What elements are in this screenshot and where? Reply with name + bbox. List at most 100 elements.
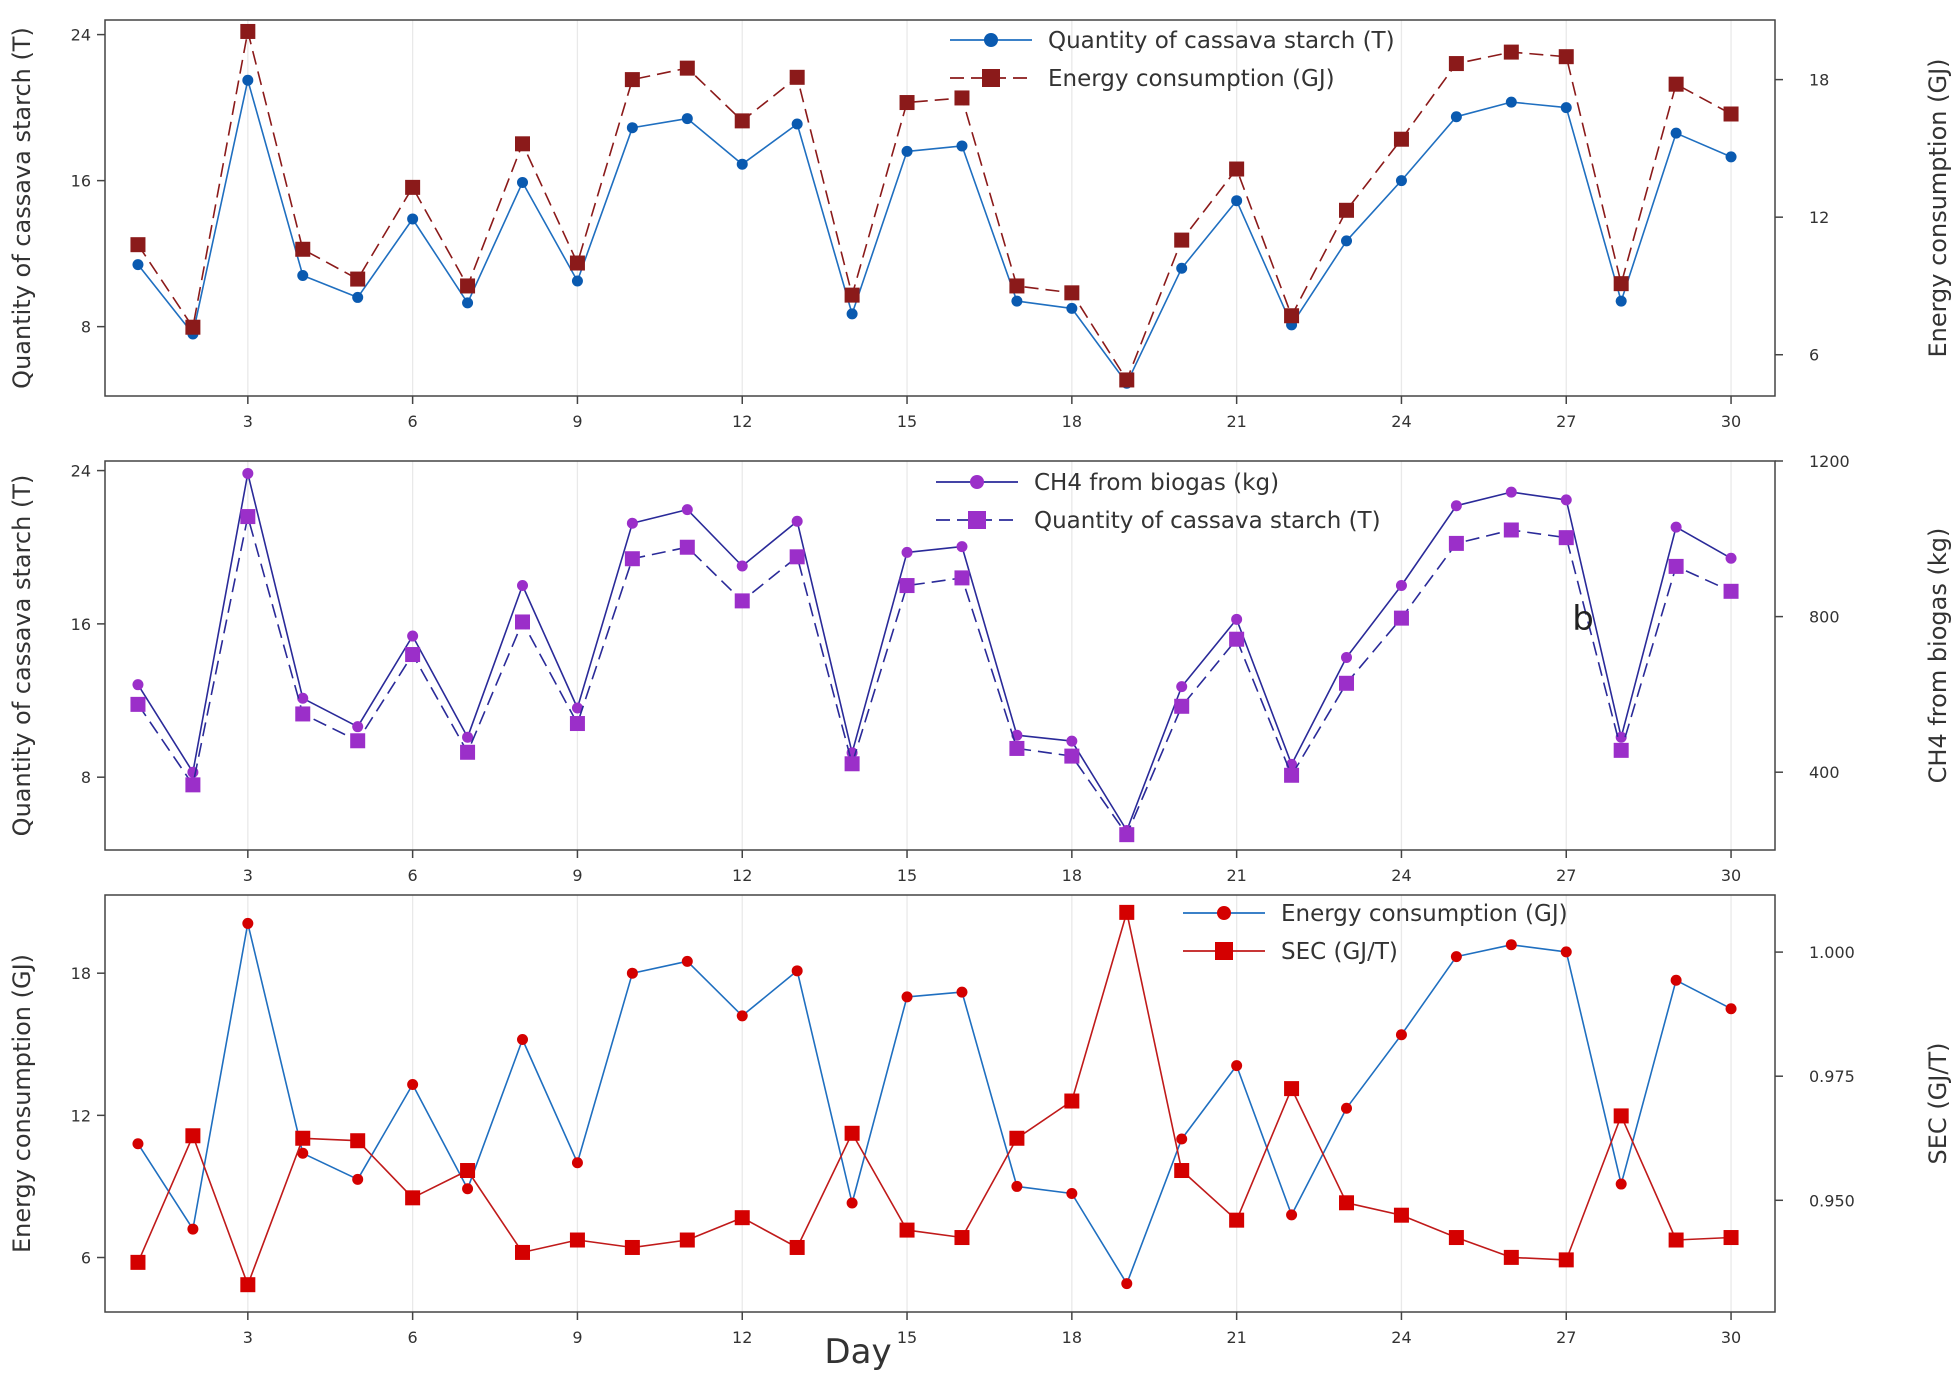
data-point bbox=[1395, 1029, 1407, 1041]
x-tick-label: 12 bbox=[732, 412, 752, 431]
data-point bbox=[901, 991, 913, 1003]
data-point bbox=[1450, 951, 1462, 963]
data-point bbox=[734, 113, 750, 129]
y2-tick-label: 6 bbox=[1809, 346, 1819, 365]
data-point bbox=[956, 541, 968, 553]
series-line bbox=[137, 922, 1732, 1285]
data-point bbox=[571, 275, 583, 287]
data-point bbox=[899, 1222, 915, 1238]
data-point bbox=[1284, 308, 1300, 324]
data-point bbox=[515, 614, 530, 630]
data-point bbox=[1448, 1230, 1464, 1246]
data-point bbox=[240, 1277, 256, 1293]
data-point bbox=[1064, 748, 1080, 764]
legend-marker bbox=[1215, 942, 1233, 960]
data-point bbox=[352, 1173, 364, 1185]
legend-label: Quantity of cassava starch (T) bbox=[1048, 28, 1395, 54]
data-point bbox=[1064, 1093, 1080, 1109]
data-point bbox=[681, 504, 693, 516]
data-point bbox=[1121, 1278, 1133, 1290]
x-tick-label: 27 bbox=[1556, 866, 1576, 885]
data-point bbox=[297, 270, 309, 282]
data-point bbox=[130, 1254, 146, 1270]
data-point bbox=[1725, 151, 1737, 163]
data-point bbox=[791, 515, 803, 527]
data-point bbox=[1670, 521, 1682, 533]
data-point bbox=[1229, 1212, 1245, 1228]
data-point bbox=[1011, 295, 1023, 307]
y-axis-title: Energy consumption (GJ) bbox=[8, 954, 36, 1253]
data-point bbox=[1558, 1252, 1574, 1268]
data-point bbox=[187, 1223, 199, 1235]
data-point bbox=[844, 756, 860, 772]
data-point bbox=[132, 259, 144, 271]
data-point bbox=[405, 647, 421, 663]
data-point bbox=[569, 716, 585, 732]
data-point bbox=[1339, 202, 1355, 218]
data-point bbox=[350, 733, 366, 749]
data-point bbox=[1450, 111, 1462, 123]
data-point bbox=[460, 1163, 476, 1179]
y-tick-label: 12 bbox=[71, 1106, 91, 1125]
data-point bbox=[1066, 735, 1078, 747]
data-point bbox=[626, 122, 638, 134]
data-point bbox=[130, 696, 146, 712]
legend-marker bbox=[1217, 906, 1231, 920]
plot-frame bbox=[104, 894, 1776, 1313]
data-point bbox=[295, 241, 311, 257]
y2-axis-title: Energy consumption (GJ) bbox=[1924, 58, 1952, 357]
data-point bbox=[1505, 96, 1517, 108]
y-tick-label: 24 bbox=[71, 462, 91, 481]
data-point bbox=[462, 731, 474, 743]
data-point bbox=[407, 630, 419, 642]
x-tick-label: 30 bbox=[1721, 866, 1741, 885]
data-point bbox=[956, 986, 968, 998]
data-point bbox=[1286, 1209, 1298, 1221]
data-point bbox=[515, 136, 530, 152]
data-point bbox=[1176, 1133, 1188, 1145]
data-point bbox=[571, 702, 583, 714]
data-point bbox=[352, 291, 364, 303]
data-point bbox=[1448, 56, 1464, 72]
data-point bbox=[569, 255, 585, 271]
y-tick-label: 24 bbox=[71, 26, 91, 45]
data-point bbox=[791, 965, 803, 977]
data-point bbox=[1448, 535, 1464, 551]
data-point bbox=[297, 692, 309, 704]
data-point bbox=[1341, 651, 1353, 663]
data-point bbox=[517, 176, 528, 188]
data-point bbox=[1339, 1195, 1355, 1211]
data-point bbox=[571, 1157, 583, 1169]
data-point bbox=[1284, 1081, 1300, 1097]
data-point bbox=[1670, 127, 1682, 139]
data-point bbox=[1395, 579, 1407, 591]
data-point bbox=[681, 113, 693, 125]
legend-marker bbox=[968, 511, 986, 529]
data-point bbox=[1615, 731, 1627, 743]
x-tick-label: 12 bbox=[732, 1328, 752, 1347]
data-point bbox=[185, 319, 201, 335]
data-point bbox=[1011, 1180, 1023, 1192]
legend-marker bbox=[984, 33, 998, 47]
data-point bbox=[1505, 486, 1517, 498]
legend-label: SEC (GJ/T) bbox=[1281, 939, 1398, 965]
data-point bbox=[569, 1232, 585, 1248]
data-point bbox=[954, 570, 970, 586]
x-tick-label: 3 bbox=[243, 1328, 253, 1347]
data-point bbox=[736, 560, 748, 572]
y-axis-title: Quantity of cassava starch (T) bbox=[8, 475, 36, 837]
x-tick-label: 18 bbox=[1062, 412, 1082, 431]
data-point bbox=[460, 744, 476, 760]
data-point bbox=[352, 721, 364, 733]
x-tick-label: 21 bbox=[1226, 866, 1246, 885]
data-point bbox=[954, 1230, 970, 1246]
data-point bbox=[1560, 494, 1572, 506]
data-point bbox=[901, 546, 913, 558]
data-point bbox=[1066, 302, 1078, 314]
data-point bbox=[734, 593, 750, 609]
y-tick-label: 8 bbox=[81, 318, 91, 337]
x-tick-label: 9 bbox=[572, 1328, 582, 1347]
y2-tick-label: 0.950 bbox=[1809, 1191, 1855, 1210]
data-point bbox=[1119, 904, 1135, 920]
data-point bbox=[736, 1010, 748, 1022]
